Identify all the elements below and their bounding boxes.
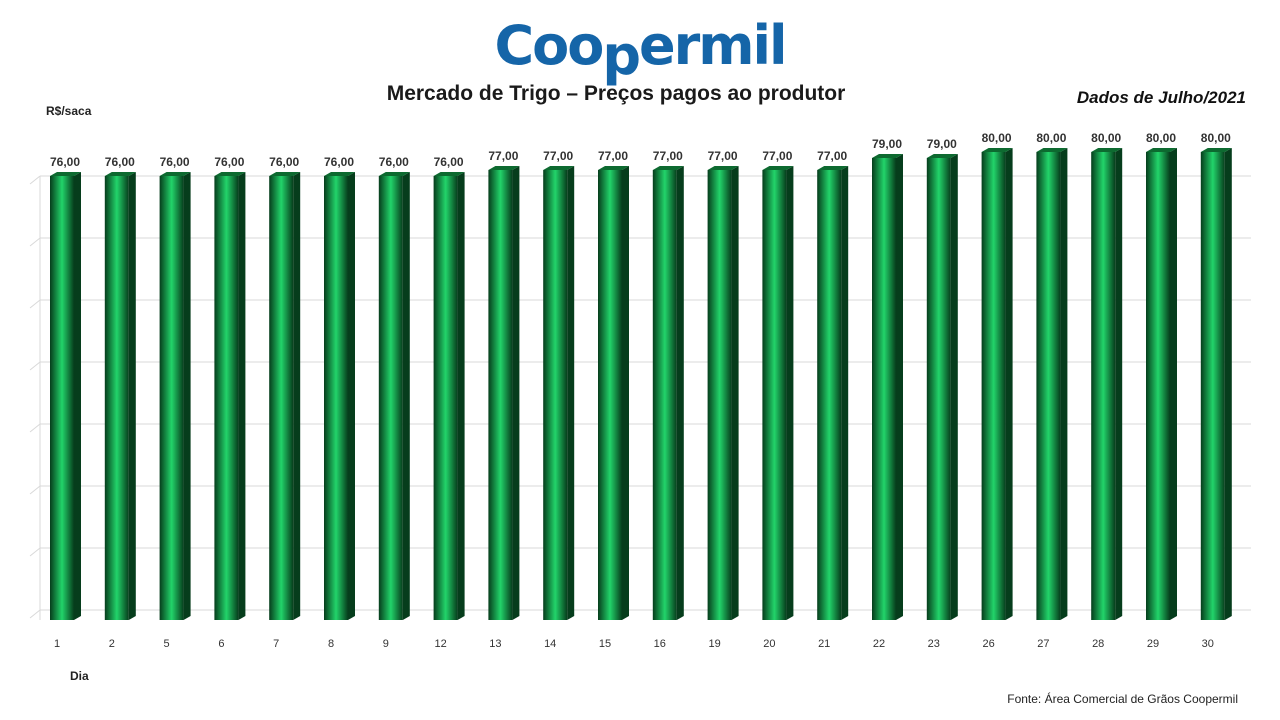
chart-title: Mercado de Trigo – Preços pagos ao produ…: [386, 82, 846, 105]
bar-16: [652, 166, 684, 620]
x-tick-label-30: 30: [1202, 638, 1214, 650]
data-label-1: 76,00: [50, 155, 80, 169]
x-tick-label-26: 26: [982, 638, 994, 650]
x-tick-label-21: 21: [818, 638, 830, 650]
logo-text-part2: p: [602, 24, 641, 87]
data-label-5: 76,00: [160, 155, 190, 169]
data-label-6: 76,00: [214, 155, 244, 169]
x-tick-label-29: 29: [1147, 638, 1159, 650]
data-label-22: 79,00: [872, 137, 902, 151]
bar-12: [433, 172, 465, 620]
x-tick-label-22: 22: [873, 638, 885, 650]
x-tick-label-20: 20: [763, 638, 775, 650]
bar-19: [707, 166, 739, 620]
x-tick-label-12: 12: [434, 638, 446, 650]
x-tick-label-14: 14: [544, 638, 556, 650]
bar-13: [488, 166, 520, 620]
data-label-26: 80,00: [982, 131, 1012, 145]
logo-text-part1: Coo: [494, 14, 604, 77]
bar-15: [598, 166, 629, 620]
bar-21: [817, 166, 849, 620]
data-label-29: 80,00: [1146, 131, 1176, 145]
bar-22: [872, 154, 903, 620]
x-tick-label-27: 27: [1037, 638, 1049, 650]
data-label-8: 76,00: [324, 155, 354, 169]
bar-14: [543, 166, 575, 620]
data-label-19: 77,00: [708, 149, 738, 163]
bar-7: [269, 172, 301, 620]
x-tick-label-1: 1: [54, 638, 60, 650]
x-tick-label-28: 28: [1092, 638, 1104, 650]
bar-9: [378, 172, 410, 620]
y-axis-label: R$/saca: [46, 104, 92, 118]
bar-20: [762, 166, 794, 620]
data-label-12: 76,00: [434, 155, 464, 169]
x-tick-label-2: 2: [109, 638, 115, 650]
x-tick-label-15: 15: [599, 638, 611, 650]
data-label-27: 80,00: [1036, 131, 1066, 145]
bar-6: [214, 172, 246, 620]
data-label-30: 80,00: [1201, 131, 1231, 145]
data-label-16: 77,00: [653, 149, 683, 163]
bar-30: [1200, 148, 1232, 620]
x-axis-label: Dia: [70, 669, 89, 683]
data-label-7: 76,00: [269, 155, 299, 169]
bar-29: [1146, 148, 1177, 620]
bar-27: [1036, 148, 1068, 620]
data-label-13: 77,00: [488, 149, 518, 163]
x-tick-label-23: 23: [928, 638, 940, 650]
x-tick-label-8: 8: [328, 638, 334, 650]
x-tick-label-7: 7: [273, 638, 279, 650]
data-label-2: 76,00: [105, 155, 135, 169]
bar-2: [104, 172, 136, 620]
x-tick-label-9: 9: [383, 638, 389, 650]
coopermil-logo: Coopermil: [0, 14, 1280, 87]
data-label-28: 80,00: [1091, 131, 1121, 145]
data-label-14: 77,00: [543, 149, 573, 163]
x-tick-label-6: 6: [218, 638, 224, 650]
x-tick-label-13: 13: [489, 638, 501, 650]
chart-source: Fonte: Área Comercial de Grãos Coopermil: [1007, 692, 1238, 706]
bar-8: [324, 172, 355, 620]
x-tick-label-5: 5: [164, 638, 170, 650]
data-label-23: 79,00: [927, 137, 957, 151]
data-label-21: 77,00: [817, 149, 847, 163]
chart-period: Dados de Julho/2021: [1076, 88, 1246, 107]
bar-5: [159, 172, 191, 620]
bar-26: [981, 148, 1013, 620]
bar-28: [1091, 148, 1123, 620]
x-tick-label-16: 16: [654, 638, 666, 650]
x-tick-label-19: 19: [708, 638, 720, 650]
data-label-15: 77,00: [598, 149, 628, 163]
bar-23: [926, 154, 958, 620]
data-label-20: 77,00: [762, 149, 792, 163]
logo-text-part3: ermil: [638, 14, 788, 77]
bar-1: [50, 172, 81, 620]
data-label-9: 76,00: [379, 155, 409, 169]
